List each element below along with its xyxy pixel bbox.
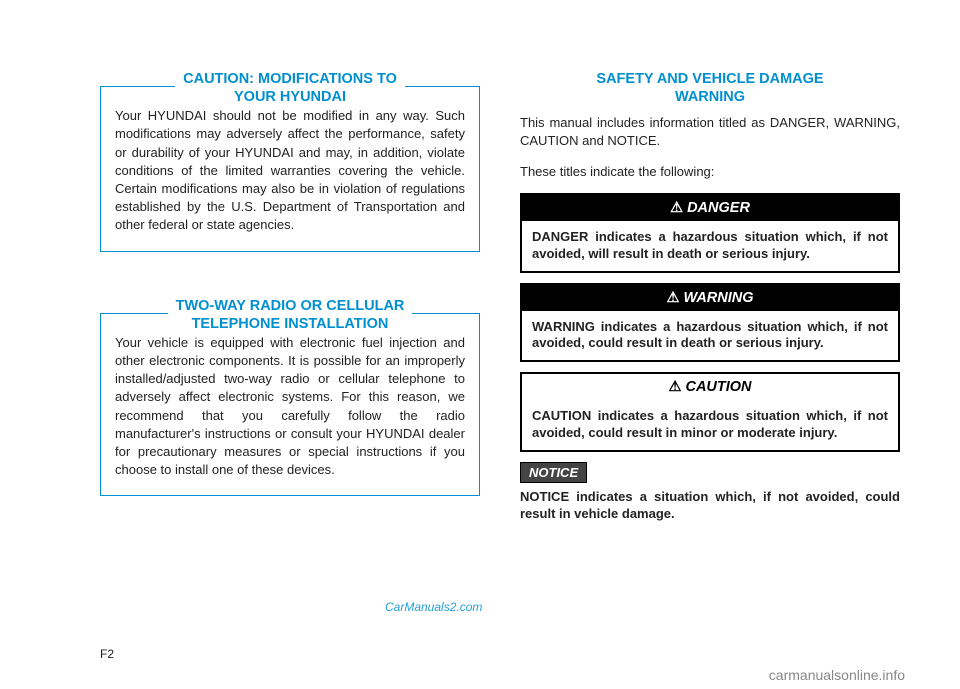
warning-body: WARNING indicates a hazardous situation … [522, 311, 898, 361]
safety-title: SAFETY AND VEHICLE DAMAGE WARNING [588, 70, 831, 106]
safety-intro-2: These titles indicate the following: [520, 163, 900, 181]
warning-header: ⚠WARNING [522, 285, 898, 311]
warning-icon: ⚠ [666, 290, 679, 306]
caution-header: ⚠CAUTION [522, 374, 898, 400]
spacer [100, 252, 480, 297]
radio-box: Your vehicle is equipped with electronic… [100, 313, 480, 497]
caution-mod-box: Your HYUNDAI should not be modified in a… [100, 86, 480, 251]
caution-mod-title: CAUTION: MODIFICATIONS TO YOUR HYUNDAI [175, 70, 405, 106]
left-column: CAUTION: MODIFICATIONS TO YOUR HYUNDAI Y… [100, 70, 480, 523]
radio-title: TWO-WAY RADIO OR CELLULAR TELEPHONE INST… [168, 297, 413, 333]
danger-label: DANGER [687, 200, 750, 216]
caution-mod-title-holder: CAUTION: MODIFICATIONS TO YOUR HYUNDAI [100, 70, 480, 106]
watermark-carmanualsonline: carmanualsonline.info [769, 667, 905, 683]
warning-box: ⚠WARNING WARNING indicates a hazardous s… [520, 283, 900, 363]
safety-intro-1: This manual includes information titled … [520, 114, 900, 150]
caution-mod-body: Your HYUNDAI should not be modified in a… [115, 107, 465, 234]
danger-header: ⚠DANGER [522, 195, 898, 221]
caution-mod-title-line2: YOUR HYUNDAI [234, 89, 346, 105]
warning-icon: ⚠ [670, 200, 683, 216]
notice-body: NOTICE indicates a situation which, if n… [520, 489, 900, 523]
page-number: F2 [100, 647, 114, 661]
warning-icon: ⚠ [668, 379, 681, 395]
notice-label: NOTICE [520, 462, 587, 483]
caution-body: CAUTION indicates a hazardous situation … [522, 400, 898, 450]
radio-title-line2: TELEPHONE INSTALLATION [192, 316, 389, 332]
notice-section: NOTICE NOTICE indicates a situation whic… [520, 462, 900, 523]
manual-page: CAUTION: MODIFICATIONS TO YOUR HYUNDAI Y… [0, 0, 960, 543]
right-column: SAFETY AND VEHICLE DAMAGE WARNING This m… [520, 70, 900, 523]
radio-title-holder: TWO-WAY RADIO OR CELLULAR TELEPHONE INST… [100, 297, 480, 333]
caution-box: ⚠CAUTION CAUTION indicates a hazardous s… [520, 372, 900, 452]
warning-label: WARNING [683, 290, 753, 306]
watermark-carmanuals2: CarManuals2.com [385, 600, 482, 614]
safety-title-line2: WARNING [675, 89, 745, 105]
safety-title-holder: SAFETY AND VEHICLE DAMAGE WARNING [520, 70, 900, 106]
danger-body: DANGER indicates a hazardous situation w… [522, 221, 898, 271]
caution-label: CAUTION [685, 379, 751, 395]
radio-body: Your vehicle is equipped with electronic… [115, 334, 465, 480]
caution-mod-title-line1: CAUTION: MODIFICATIONS TO [183, 71, 397, 87]
safety-title-line1: SAFETY AND VEHICLE DAMAGE [596, 71, 823, 87]
radio-title-line1: TWO-WAY RADIO OR CELLULAR [176, 298, 405, 314]
danger-box: ⚠DANGER DANGER indicates a hazardous sit… [520, 193, 900, 273]
